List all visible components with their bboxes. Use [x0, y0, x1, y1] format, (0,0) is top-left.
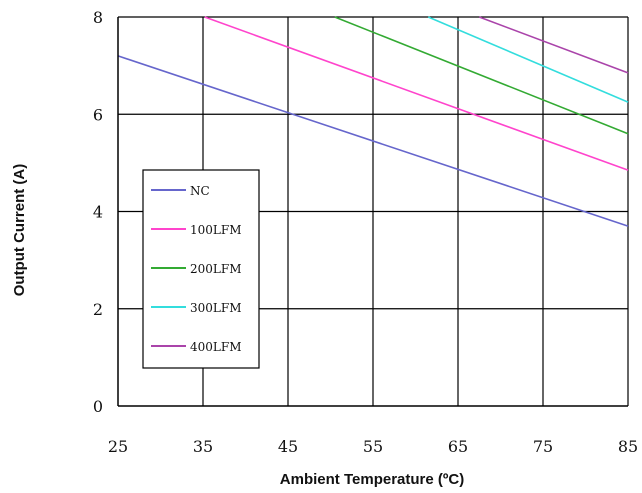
x-tick-label-25: 25	[108, 437, 128, 456]
legend-label-300lfm: 300LFM	[190, 301, 242, 315]
y-tick-label-6: 6	[93, 105, 103, 124]
x-tick-label-45: 45	[278, 437, 298, 456]
x-tick-label-35: 35	[193, 437, 213, 456]
series-lines	[117, 16, 629, 227]
y-tick-label-0: 0	[93, 397, 103, 416]
series-line-100lfm	[204, 16, 629, 171]
x-tick-label-85: 85	[618, 437, 638, 456]
y-tick-label-8: 8	[93, 8, 103, 27]
legend: NC 100LFM 200LFM 300LFM 400LFM	[142, 169, 260, 369]
tick-labels: 25 35 45 55 65 75 85 0 2 4 6 8	[93, 8, 638, 456]
y-axis-title: Output Current (A)	[11, 164, 28, 296]
axes	[117, 17, 628, 407]
legend-label-200lfm: 200LFM	[190, 262, 242, 276]
x-tick-label-55: 55	[363, 437, 383, 456]
x-tick-label-65: 65	[448, 437, 468, 456]
legend-label-400lfm: 400LFM	[190, 340, 242, 354]
series-line-400lfm	[478, 16, 629, 74]
y-tick-label-4: 4	[93, 203, 103, 222]
x-tick-label-75: 75	[533, 437, 553, 456]
series-line-200lfm	[334, 16, 629, 135]
series-line-nc	[117, 55, 629, 227]
series-line-300lfm	[427, 16, 629, 103]
y-tick-label-2: 2	[93, 300, 103, 319]
x-axis-title: Ambient Temperature (ºC)	[280, 471, 464, 488]
legend-label-100lfm: 100LFM	[190, 223, 242, 237]
legend-label-nc: NC	[190, 184, 210, 198]
